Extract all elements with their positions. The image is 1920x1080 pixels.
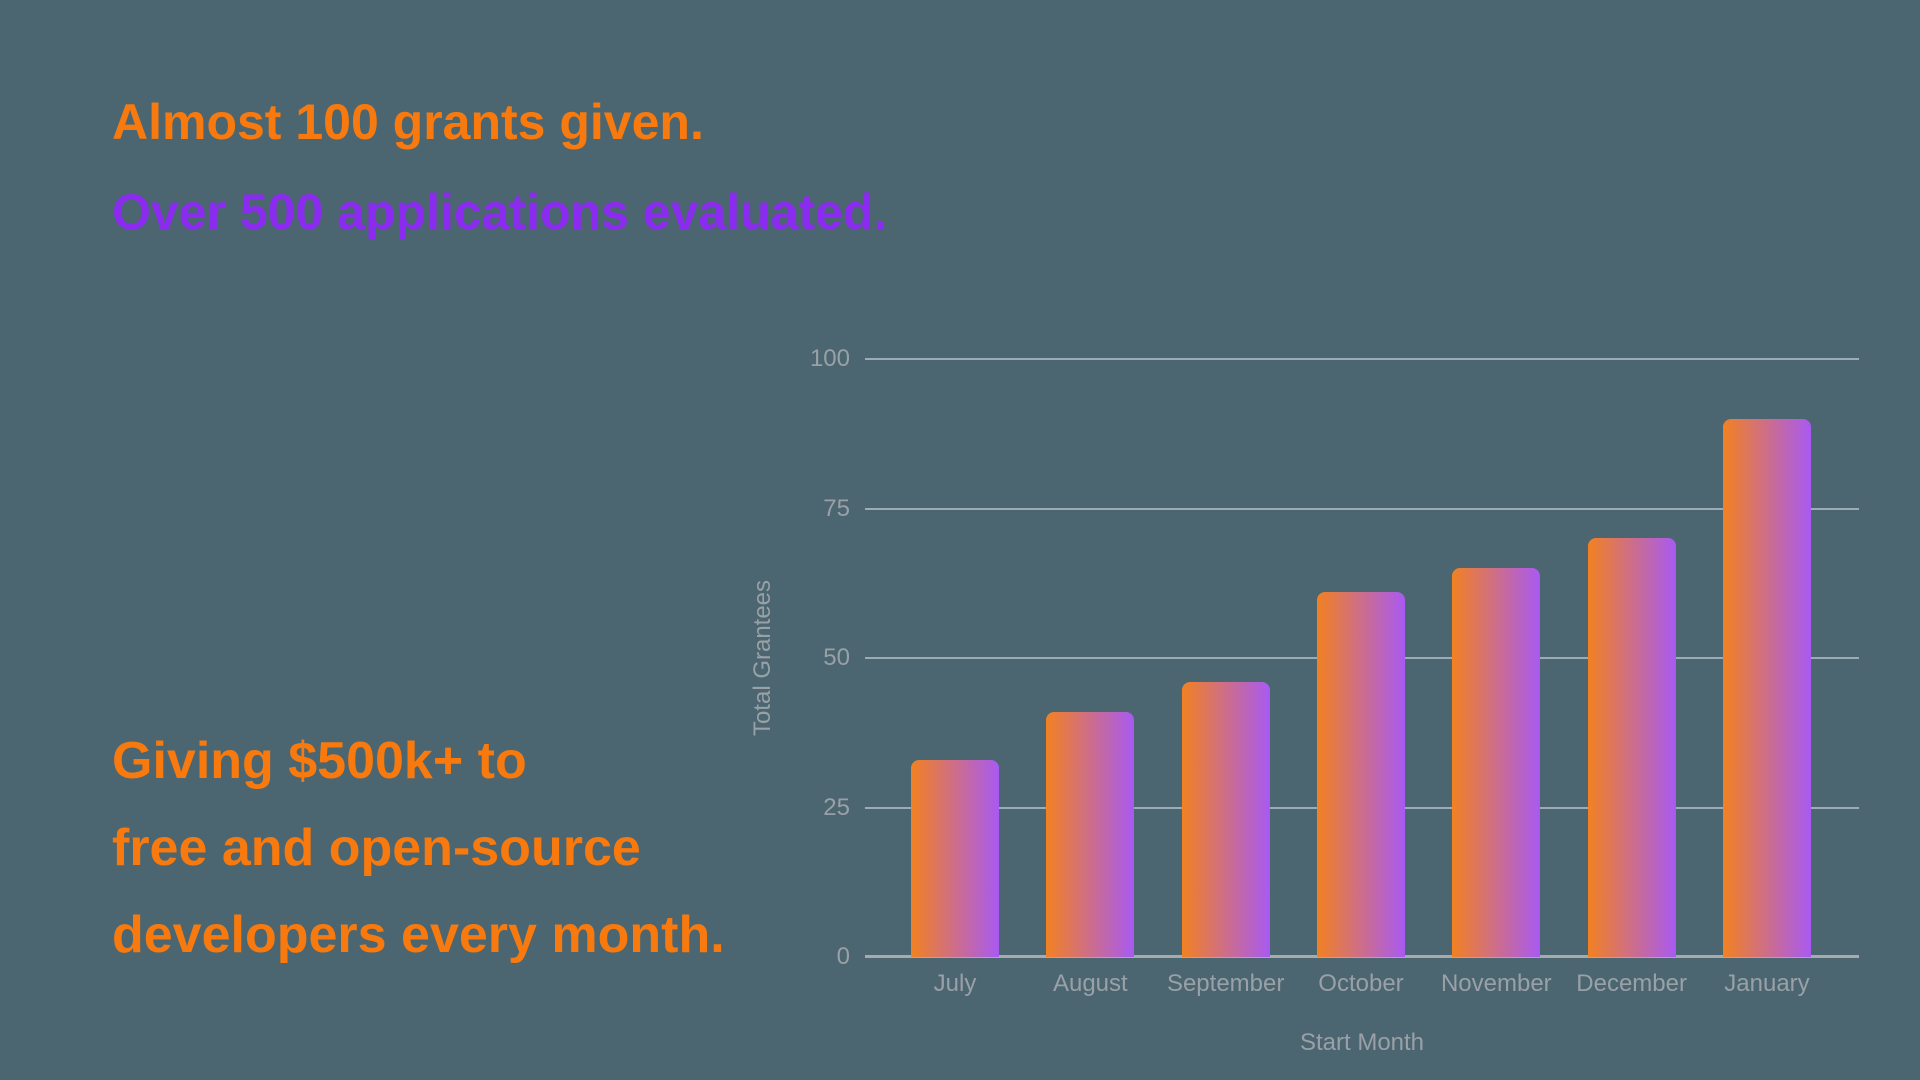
- gridline-100: [865, 358, 1859, 360]
- bar-august: [1046, 711, 1135, 957]
- headline-block: Almost 100 grants given. Over 500 applic…: [112, 77, 887, 257]
- y-tick-label-100: 100: [809, 345, 850, 372]
- y-tick-label-75: 75: [823, 494, 850, 522]
- x-tick-label-august: August: [1052, 970, 1128, 997]
- bar-november: [1452, 568, 1541, 957]
- bar-october: [1316, 592, 1405, 957]
- bar-december: [1587, 538, 1676, 957]
- y-axis-title: Total Grantees: [749, 579, 776, 737]
- bar-july: [911, 759, 999, 957]
- callout-line-2: free and open-source: [112, 819, 641, 877]
- bar-january: [1722, 418, 1811, 957]
- bar-chart-plot-area: 0 25 50 75 100 July August September October Nove…: [810, 345, 1859, 997]
- headline-grants: Almost 100 grants given.: [112, 94, 704, 150]
- y-tick-label-50: 50: [823, 644, 850, 671]
- x-tick-label-july: July: [933, 970, 977, 997]
- x-tick-label-november: November: [1440, 970, 1552, 997]
- callout-block: Giving $500k+ to free and open-source de…: [112, 718, 725, 979]
- y-tick-label-0: 0: [836, 943, 850, 970]
- y-tick-label-25: 25: [823, 793, 850, 821]
- x-tick-label-december: December: [1576, 970, 1687, 997]
- x-axis-title: Start Month: [1299, 1029, 1425, 1056]
- callout-line-1: Giving $500k+ to: [112, 732, 527, 790]
- x-tick-label-october: October: [1318, 970, 1404, 997]
- headline-applications: Over 500 applications evaluated.: [112, 184, 888, 240]
- callout-line-3: developers every month.: [112, 906, 725, 964]
- x-tick-label-september: September: [1166, 970, 1285, 997]
- bar-september: [1181, 681, 1270, 957]
- x-tick-label-january: January: [1724, 970, 1810, 997]
- gridline-75: [865, 507, 1859, 510]
